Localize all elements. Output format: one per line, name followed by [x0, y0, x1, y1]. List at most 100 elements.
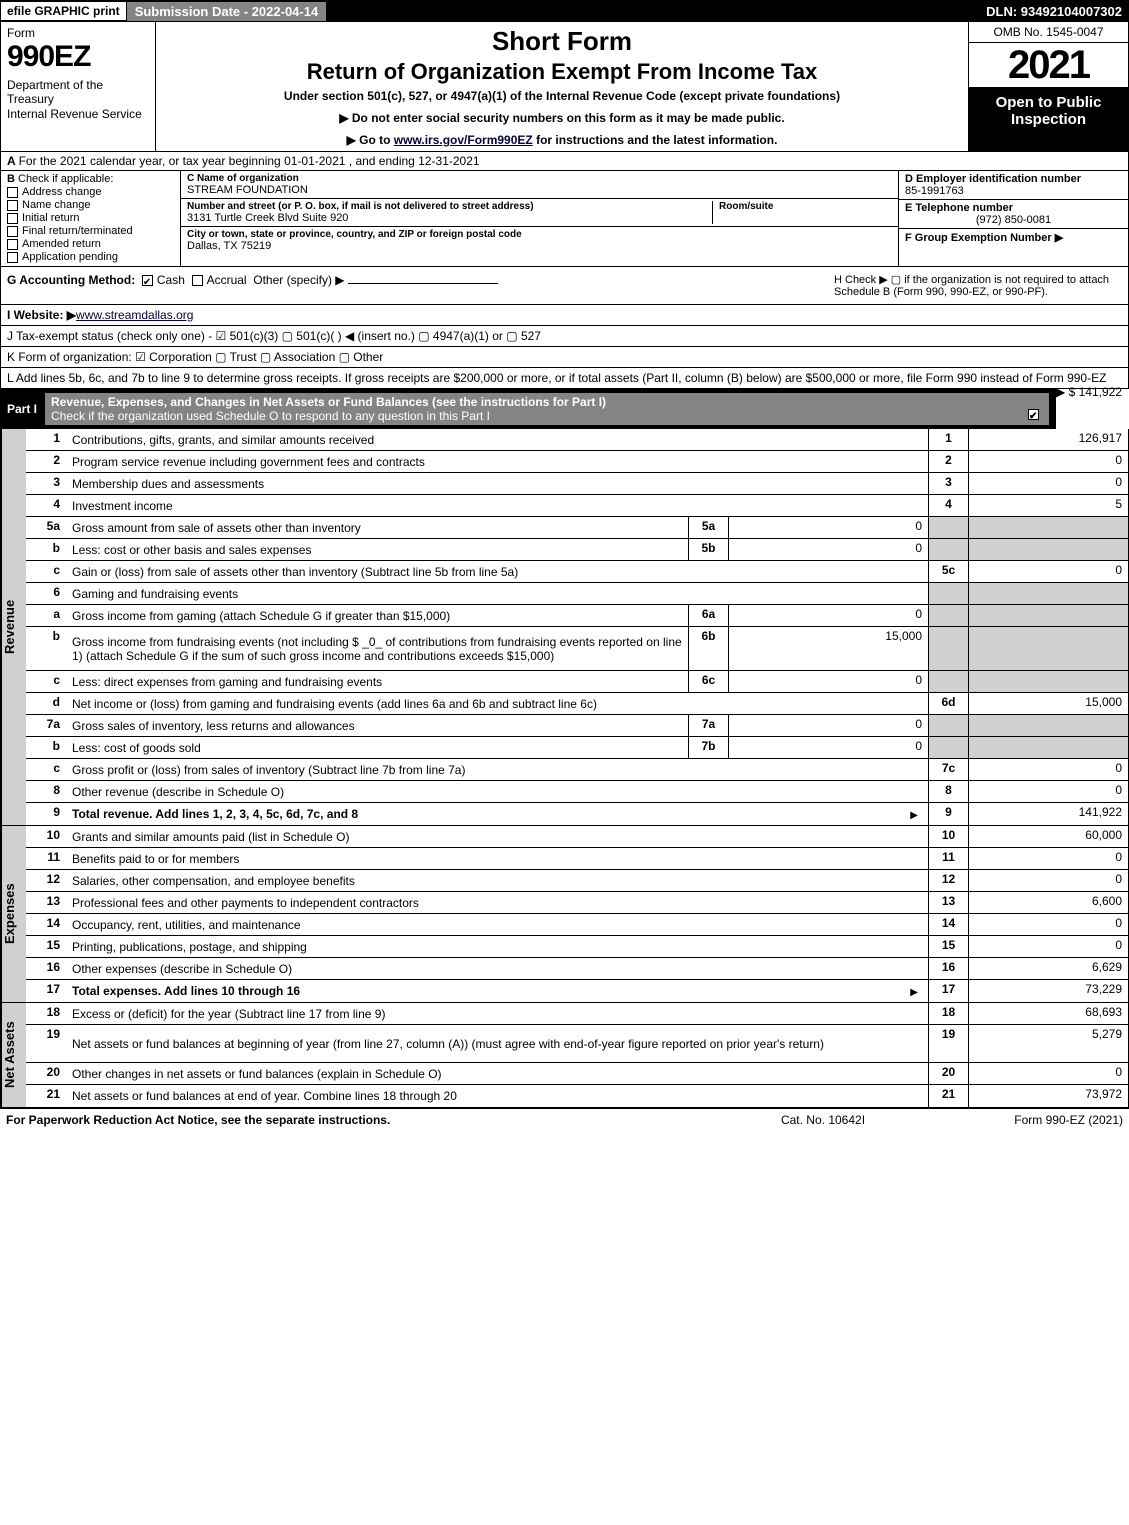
checkbox-icon[interactable] [7, 252, 18, 263]
e-cell: E Telephone number (972) 850-0081 [899, 200, 1128, 229]
part1-title: Revenue, Expenses, and Changes in Net As… [45, 393, 1049, 425]
line-3: 3Membership dues and assessments30 [26, 473, 1128, 495]
line-6: 6Gaming and fundraising events [26, 583, 1128, 605]
room-label: Room/suite [719, 201, 892, 212]
checkbox-accrual-icon[interactable] [192, 275, 203, 286]
irs-link[interactable]: www.irs.gov/Form990EZ [394, 133, 533, 147]
row-l: L Add lines 5b, 6c, and 7b to line 9 to … [0, 368, 1129, 389]
line-5b: bLess: cost or other basis and sales exp… [26, 539, 1128, 561]
check-final-return[interactable]: Final return/terminated [7, 225, 174, 237]
line-5a: 5aGross amount from sale of assets other… [26, 517, 1128, 539]
header-right: OMB No. 1545-0047 2021 Open to Public In… [968, 22, 1128, 151]
revenue-table: Revenue 1Contributions, gifts, grants, a… [0, 429, 1129, 826]
line-6d: dNet income or (loss) from gaming and fu… [26, 693, 1128, 715]
side-net-assets: Net Assets [1, 1003, 26, 1107]
g-cash: Cash [157, 273, 185, 287]
g-label: G Accounting Method: [7, 273, 135, 287]
part1-checkbox-icon[interactable] [1028, 409, 1039, 420]
line-17: 17Total expenses. Add lines 10 through 1… [26, 980, 1128, 1002]
line-5c: cGain or (loss) from sale of assets othe… [26, 561, 1128, 583]
submission-date: Submission Date - 2022-04-14 [126, 1, 328, 22]
dln-label: DLN: 93492104007302 [980, 4, 1128, 19]
org-name: STREAM FOUNDATION [187, 184, 892, 196]
c-city-label: City or town, state or province, country… [187, 229, 892, 240]
line-7c: cGross profit or (loss) from sales of in… [26, 759, 1128, 781]
letter-a: A [7, 154, 19, 168]
g-other-input[interactable] [348, 283, 498, 284]
footer-center: Cat. No. 10642I [723, 1113, 923, 1127]
arrow-icon [906, 807, 922, 821]
net-assets-rows: 18Excess or (deficit) for the year (Subt… [26, 1003, 1128, 1107]
checkbox-icon[interactable] [7, 200, 18, 211]
header-left: Form 990EZ Department of the Treasury In… [1, 22, 156, 151]
checkbox-icon[interactable] [7, 187, 18, 198]
col-b: B Check if applicable: Address change Na… [1, 171, 181, 266]
line-2: 2Program service revenue including gover… [26, 451, 1128, 473]
form-title: Return of Organization Exempt From Incom… [162, 59, 962, 85]
top-bar: efile GRAPHIC print Submission Date - 20… [0, 0, 1129, 22]
check-initial-return[interactable]: Initial return [7, 212, 174, 224]
line-1: 1Contributions, gifts, grants, and simil… [26, 429, 1128, 451]
line-14: 14Occupancy, rent, utilities, and mainte… [26, 914, 1128, 936]
part1-header: Part I Revenue, Expenses, and Changes in… [0, 389, 1056, 429]
line-a-text: For the 2021 calendar year, or tax year … [19, 154, 480, 168]
instruction-2: ▶ Go to www.irs.gov/Form990EZ for instru… [162, 133, 962, 147]
omb-number: OMB No. 1545-0047 [969, 22, 1128, 43]
line-20: 20Other changes in net assets or fund ba… [26, 1063, 1128, 1085]
c-addr-label: Number and street (or P. O. box, if mail… [187, 201, 712, 212]
footer: For Paperwork Reduction Act Notice, see … [0, 1108, 1129, 1131]
line-15: 15Printing, publications, postage, and s… [26, 936, 1128, 958]
org-city: Dallas, TX 75219 [187, 240, 892, 252]
check-name-change[interactable]: Name change [7, 199, 174, 211]
checkbox-icon[interactable] [7, 239, 18, 250]
tax-year: 2021 [969, 43, 1128, 88]
arrow-icon [906, 984, 922, 998]
line-10: 10Grants and similar amounts paid (list … [26, 826, 1128, 848]
checkbox-icon[interactable] [7, 213, 18, 224]
check-amended-return[interactable]: Amended return [7, 238, 174, 250]
checkbox-cash-icon[interactable] [142, 275, 153, 286]
line-8: 8Other revenue (describe in Schedule O)8… [26, 781, 1128, 803]
check-address-change[interactable]: Address change [7, 186, 174, 198]
line-19: 19Net assets or fund balances at beginni… [26, 1025, 1128, 1063]
h-cell: H Check ▶ ▢ if the organization is not r… [828, 267, 1128, 304]
col-def: D Employer identification number 85-1991… [898, 171, 1128, 266]
g-other: Other (specify) ▶ [253, 273, 344, 287]
form-number: 990EZ [7, 40, 149, 74]
row-i: I Website: ▶www.streamdallas.org [0, 305, 1129, 326]
expenses-table: Expenses 10Grants and similar amounts pa… [0, 826, 1129, 1003]
room-suite: Room/suite [712, 201, 892, 224]
c-addr-cell: Number and street (or P. O. box, if mail… [181, 199, 898, 227]
check-application-pending[interactable]: Application pending [7, 251, 174, 263]
efile-label[interactable]: efile GRAPHIC print [1, 2, 126, 20]
footer-left: For Paperwork Reduction Act Notice, see … [6, 1113, 723, 1127]
ein-value: 85-1991763 [905, 185, 1122, 197]
form-header: Form 990EZ Department of the Treasury In… [0, 22, 1129, 152]
checkbox-icon[interactable] [7, 226, 18, 237]
line-6a: aGross income from gaming (attach Schedu… [26, 605, 1128, 627]
line-9: 9Total revenue. Add lines 1, 2, 3, 4, 5c… [26, 803, 1128, 825]
row-k: K Form of organization: ☑ Corporation ▢ … [0, 347, 1129, 368]
instr2-post: for instructions and the latest informat… [533, 133, 778, 147]
website-link[interactable]: www.streamdallas.org [76, 308, 193, 322]
c-name-label: C Name of organization [187, 173, 892, 184]
line-16: 16Other expenses (describe in Schedule O… [26, 958, 1128, 980]
form-word: Form [7, 26, 149, 40]
d-cell: D Employer identification number 85-1991… [899, 171, 1128, 200]
letter-b: B [7, 173, 18, 185]
short-form-label: Short Form [162, 26, 962, 57]
col-c: C Name of organization STREAM FOUNDATION… [181, 171, 898, 266]
line-7a: 7aGross sales of inventory, less returns… [26, 715, 1128, 737]
row-j: J Tax-exempt status (check only one) - ☑… [0, 326, 1129, 347]
f-label: F Group Exemption Number ▶ [905, 231, 1122, 244]
section-bcdef: B Check if applicable: Address change Na… [0, 171, 1129, 267]
open-to-public: Open to Public Inspection [969, 88, 1128, 151]
b-label: Check if applicable: [18, 173, 113, 185]
c-name-cell: C Name of organization STREAM FOUNDATION [181, 171, 898, 199]
e-label: E Telephone number [905, 202, 1122, 214]
side-revenue: Revenue [1, 429, 26, 825]
side-expenses: Expenses [1, 826, 26, 1002]
c-city-cell: City or town, state or province, country… [181, 227, 898, 254]
f-cell: F Group Exemption Number ▶ [899, 229, 1128, 246]
phone-value: (972) 850-0081 [905, 214, 1122, 226]
